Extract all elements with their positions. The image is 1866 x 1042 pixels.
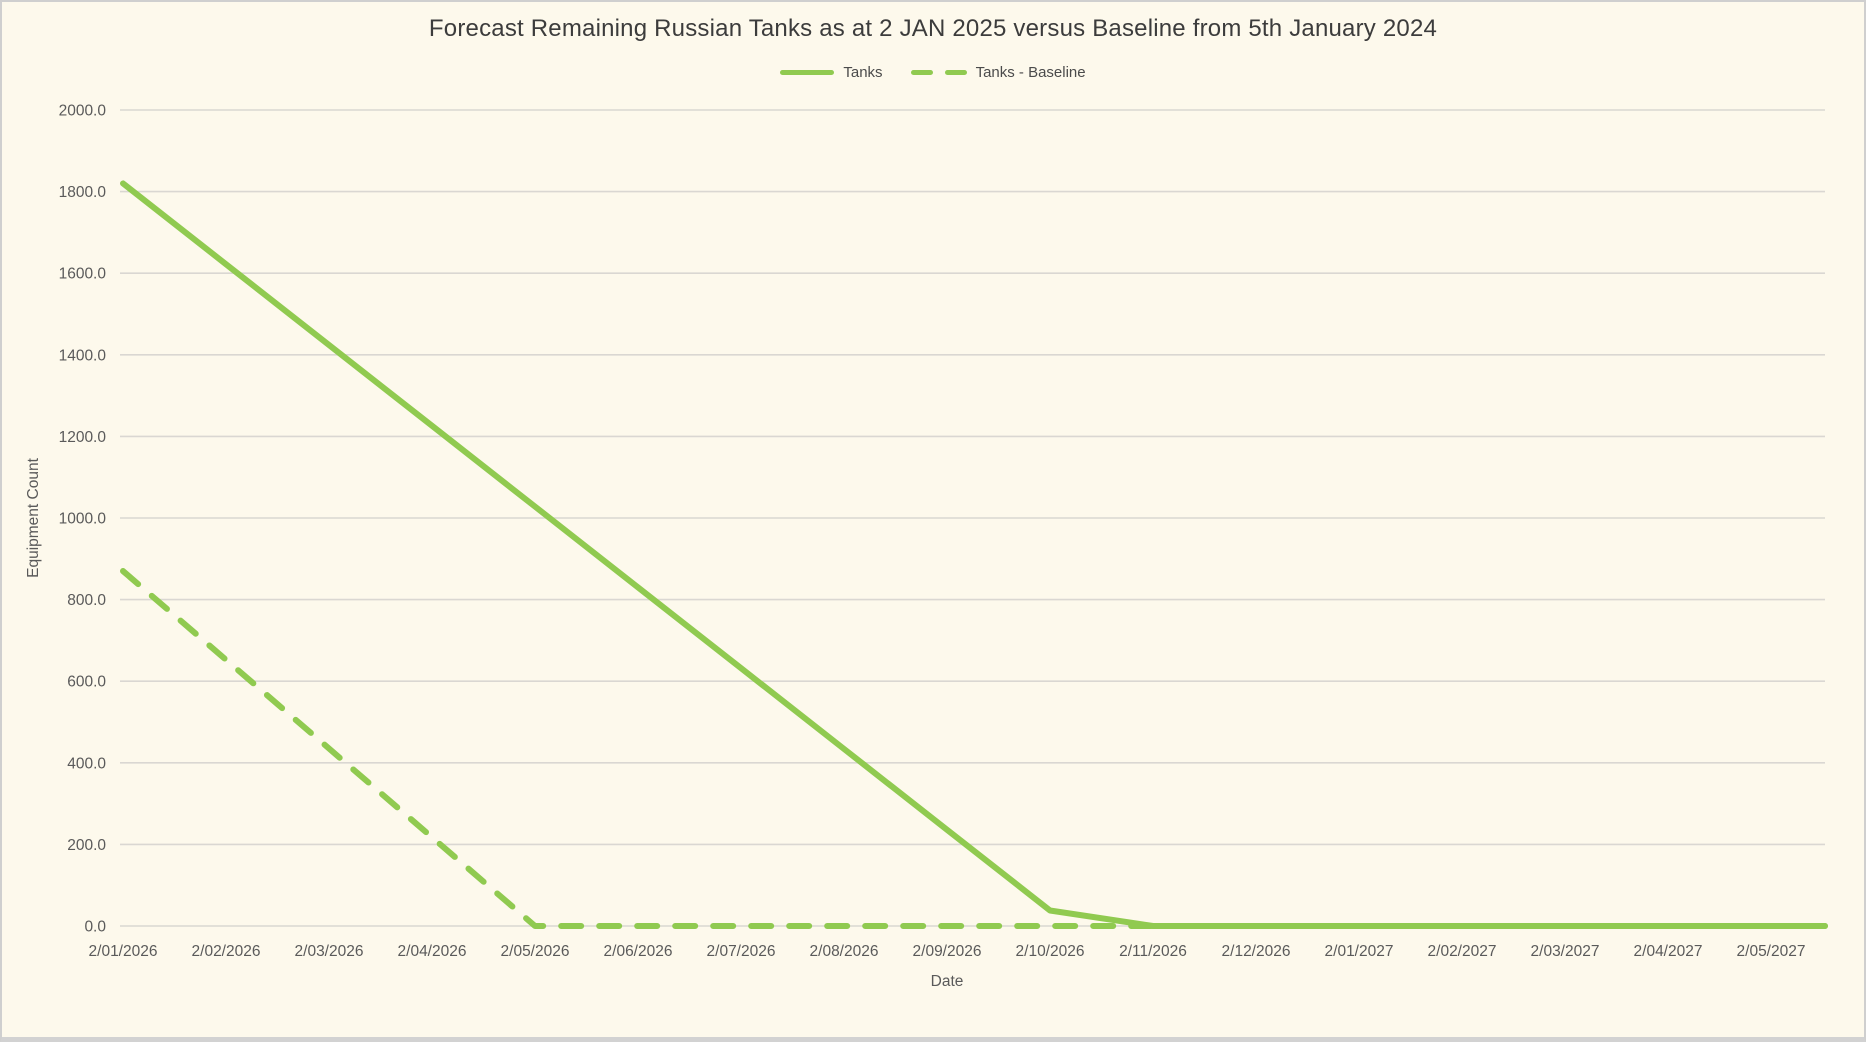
y-axis-title: Equipment Count	[25, 457, 42, 577]
x-axis-tick-label: 2/12/2026	[1222, 943, 1291, 960]
x-axis-tick-label: 2/07/2026	[707, 943, 776, 960]
x-axis-tick-label: 2/03/2027	[1531, 943, 1600, 960]
chart-title: Forecast Remaining Russian Tanks as at 2…	[428, 15, 1438, 42]
x-axis-tick-label: 2/02/2026	[192, 943, 261, 960]
x-axis-tick-label: 2/04/2026	[398, 943, 467, 960]
series-lines	[120, 180, 1828, 929]
legend-label-tanks: Tanks	[843, 64, 883, 81]
y-axis-tick-label: 800.0	[67, 592, 106, 609]
x-axis-tick-label: 2/11/2026	[1119, 943, 1187, 960]
y-axis-tick-labels: 0.0 200.0 400.0 600.0 800.0 1000.0 1200.0 1400.…	[59, 103, 107, 936]
x-axis-tick-label: 2/03/2026	[295, 943, 364, 960]
x-axis-tick-label: 2/04/2027	[1634, 943, 1703, 960]
x-axis-tick-label: 2/02/2027	[1428, 943, 1497, 960]
x-axis-tick-label: 2/06/2026	[604, 943, 673, 960]
y-axis-tick-label: 0.0	[84, 919, 106, 936]
x-axis-tick-labels: 2/01/2026 2/02/2026 2/03/2026 2/04/2026 2/05…	[89, 943, 1806, 960]
x-axis-tick-label: 2/05/2026	[501, 943, 570, 960]
x-axis-title: Date	[931, 973, 964, 990]
legend-item-tanks: Tanks	[780, 64, 883, 81]
x-axis-tick-label: 2/08/2026	[810, 943, 879, 960]
solid-line-swatch-icon	[780, 70, 835, 75]
gridlines	[120, 109, 1825, 927]
y-axis-tick-label: 1400.0	[59, 347, 107, 364]
x-axis-tick-label: 2/01/2027	[1325, 943, 1394, 960]
x-axis-tick-label: 2/10/2026	[1016, 943, 1085, 960]
legend: Tanks Tanks - Baseline	[2, 64, 1864, 81]
y-axis-tick-label: 400.0	[67, 755, 106, 772]
y-axis-tick-label: 1200.0	[59, 429, 107, 446]
y-axis-tick-label: 200.0	[67, 837, 106, 854]
y-axis-tick-label: 600.0	[67, 674, 106, 691]
x-axis-tick-label: 2/01/2026	[89, 943, 158, 960]
legend-item-tanks-baseline: Tanks - Baseline	[910, 64, 1086, 81]
x-axis-tick-label: 2/09/2026	[913, 943, 982, 960]
legend-label-tanks-baseline: Tanks - Baseline	[975, 64, 1086, 81]
y-axis-tick-label: 1800.0	[59, 184, 107, 201]
y-axis-tick-label: 2000.0	[59, 103, 107, 120]
y-axis-tick-label: 1000.0	[59, 511, 107, 528]
x-axis-tick-label: 2/05/2027	[1737, 943, 1806, 960]
tanks-baseline-line	[120, 568, 1828, 929]
dashed-line-swatch-icon	[910, 70, 967, 75]
y-axis-tick-label: 1600.0	[59, 266, 107, 283]
tanks-line	[120, 180, 1828, 929]
